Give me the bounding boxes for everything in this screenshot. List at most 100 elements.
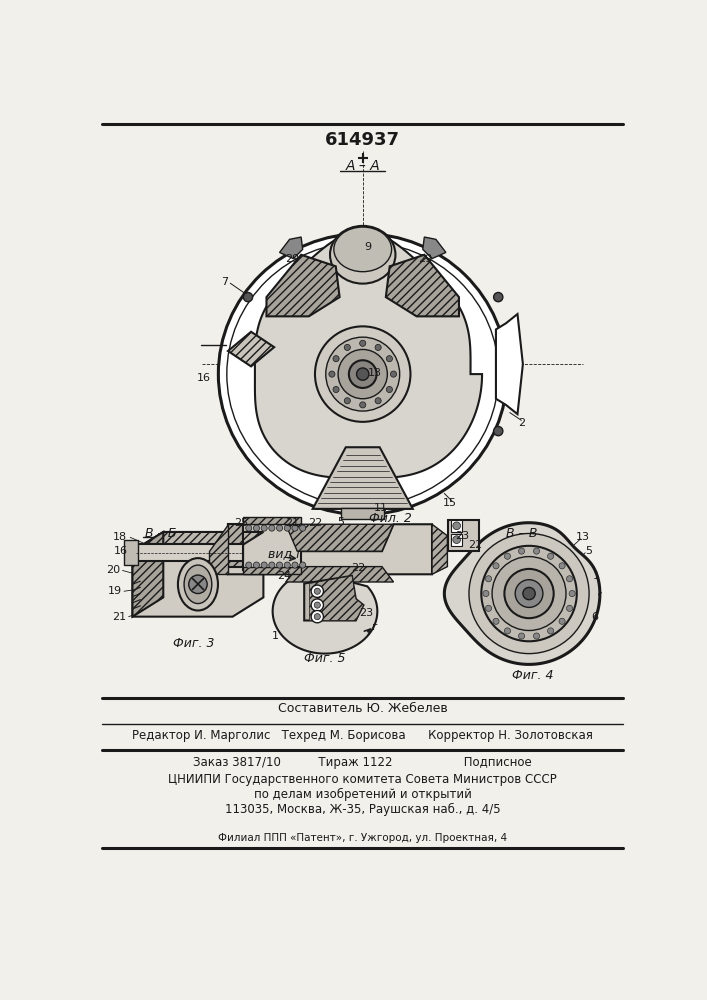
Circle shape [333, 386, 339, 393]
Circle shape [329, 371, 335, 377]
Circle shape [189, 575, 207, 594]
Text: 20: 20 [106, 565, 120, 575]
Circle shape [261, 562, 267, 568]
Polygon shape [255, 232, 482, 478]
Text: 29: 29 [285, 254, 299, 264]
Text: 11: 11 [373, 503, 387, 513]
Text: 22: 22 [351, 563, 366, 573]
Circle shape [518, 548, 525, 554]
Circle shape [314, 602, 320, 608]
Text: Составитель Ю. Жебелев: Составитель Ю. Жебелев [278, 702, 448, 715]
Text: 1: 1 [271, 631, 279, 641]
Circle shape [492, 557, 566, 631]
Polygon shape [228, 524, 432, 574]
Text: 614937: 614937 [325, 131, 400, 149]
Polygon shape [132, 532, 264, 617]
Circle shape [311, 585, 324, 597]
Circle shape [515, 580, 543, 607]
Bar [243, 517, 301, 524]
Circle shape [559, 618, 565, 624]
Circle shape [547, 628, 554, 634]
Bar [450, 534, 462, 546]
Text: 23: 23 [358, 608, 373, 618]
Text: 7: 7 [221, 277, 228, 287]
Circle shape [344, 398, 351, 404]
Polygon shape [386, 255, 459, 316]
Circle shape [356, 368, 369, 380]
Circle shape [300, 525, 305, 531]
Bar [228, 524, 243, 567]
Circle shape [518, 633, 525, 639]
Text: Фиг. 3: Фиг. 3 [173, 637, 215, 650]
Circle shape [504, 553, 510, 559]
Text: А – А: А – А [345, 159, 380, 173]
Circle shape [338, 349, 387, 399]
Circle shape [469, 533, 589, 654]
Circle shape [360, 402, 366, 408]
Circle shape [276, 562, 283, 568]
Text: 21: 21 [112, 612, 127, 622]
Circle shape [481, 546, 577, 641]
Circle shape [452, 522, 460, 530]
Circle shape [360, 340, 366, 346]
Text: В – Б: В – Б [145, 527, 177, 540]
Text: Фиг. 5: Фиг. 5 [304, 652, 346, 666]
Circle shape [534, 633, 539, 639]
Circle shape [547, 553, 554, 559]
Circle shape [311, 610, 324, 623]
Text: В – В: В – В [506, 527, 537, 540]
Polygon shape [209, 524, 228, 574]
Polygon shape [312, 447, 413, 509]
Text: Фиг. 4: Фиг. 4 [512, 669, 554, 682]
Circle shape [375, 344, 381, 351]
Polygon shape [304, 576, 363, 620]
Polygon shape [286, 524, 394, 551]
Circle shape [246, 562, 252, 568]
Text: по делам изобретений и открытий: по делам изобретений и открытий [254, 788, 472, 801]
Text: Фил. 2: Фил. 2 [369, 512, 412, 525]
Text: 15: 15 [443, 498, 457, 508]
Circle shape [261, 525, 267, 531]
Circle shape [375, 398, 381, 404]
Text: 2: 2 [518, 418, 525, 428]
Text: 5: 5 [337, 517, 344, 527]
Circle shape [326, 337, 399, 411]
Circle shape [566, 576, 573, 582]
Text: вид г: вид г [267, 547, 303, 560]
Circle shape [452, 536, 460, 544]
Polygon shape [445, 523, 600, 664]
Polygon shape [432, 524, 448, 574]
Text: 24: 24 [277, 571, 291, 581]
Polygon shape [423, 237, 446, 259]
Circle shape [333, 356, 339, 362]
Text: 13: 13 [368, 368, 382, 378]
Text: 5: 5 [585, 546, 592, 556]
Polygon shape [286, 567, 394, 582]
Bar [450, 520, 462, 532]
Circle shape [559, 563, 565, 569]
Ellipse shape [330, 226, 395, 284]
Circle shape [314, 588, 320, 594]
Circle shape [314, 614, 320, 620]
Circle shape [276, 525, 283, 531]
Bar [341, 508, 385, 519]
Circle shape [486, 576, 491, 582]
Bar [243, 524, 301, 570]
Bar [124, 540, 138, 565]
Circle shape [269, 525, 275, 531]
Circle shape [483, 590, 489, 597]
Ellipse shape [218, 234, 507, 515]
Circle shape [386, 386, 392, 393]
Polygon shape [310, 576, 363, 620]
Circle shape [534, 548, 539, 554]
Polygon shape [228, 332, 274, 366]
Polygon shape [496, 314, 523, 414]
Polygon shape [448, 520, 479, 551]
Circle shape [493, 563, 499, 569]
Text: 21: 21 [285, 518, 299, 528]
Text: 16: 16 [197, 373, 211, 383]
Circle shape [504, 569, 554, 618]
Bar [243, 567, 301, 574]
Ellipse shape [334, 227, 392, 272]
Circle shape [349, 360, 377, 388]
